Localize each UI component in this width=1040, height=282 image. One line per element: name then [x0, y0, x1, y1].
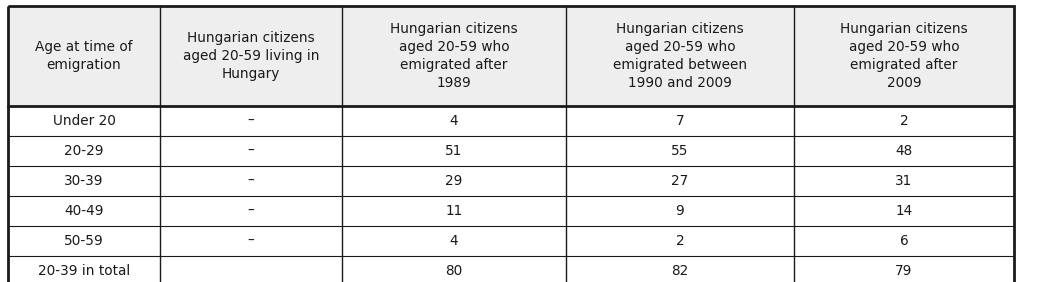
Text: Age at time of
emigration: Age at time of emigration — [35, 40, 133, 72]
Text: 14: 14 — [895, 204, 913, 218]
Text: 48: 48 — [895, 144, 913, 158]
Text: –: – — [248, 114, 255, 128]
Text: 20-29: 20-29 — [64, 144, 104, 158]
Text: 20-39 in total: 20-39 in total — [37, 264, 130, 278]
Text: Under 20: Under 20 — [53, 114, 115, 128]
Text: 80: 80 — [445, 264, 463, 278]
Text: Hungarian citizens
aged 20-59 who
emigrated after
1989: Hungarian citizens aged 20-59 who emigra… — [390, 22, 518, 90]
Text: Hungarian citizens
aged 20-59 living in
Hungary: Hungarian citizens aged 20-59 living in … — [183, 31, 319, 81]
Text: 2: 2 — [676, 234, 684, 248]
Text: –: – — [248, 204, 255, 218]
Text: –: – — [248, 234, 255, 248]
Text: –: – — [248, 144, 255, 158]
Text: 40-49: 40-49 — [64, 204, 104, 218]
Text: 4: 4 — [449, 234, 459, 248]
Text: 31: 31 — [895, 174, 913, 188]
Text: 4: 4 — [449, 114, 459, 128]
Text: 50-59: 50-59 — [64, 234, 104, 248]
Text: 55: 55 — [671, 144, 688, 158]
Text: 7: 7 — [676, 114, 684, 128]
Text: Hungarian citizens
aged 20-59 who
emigrated between
1990 and 2009: Hungarian citizens aged 20-59 who emigra… — [613, 22, 747, 90]
Text: 30-39: 30-39 — [64, 174, 104, 188]
Text: 51: 51 — [445, 144, 463, 158]
Text: 11: 11 — [445, 204, 463, 218]
Bar — [8, 6, 1014, 106]
Text: –: – — [248, 174, 255, 188]
Text: 82: 82 — [672, 264, 688, 278]
Text: 2: 2 — [900, 114, 908, 128]
Text: 6: 6 — [900, 234, 908, 248]
Text: Hungarian citizens
aged 20-59 who
emigrated after
2009: Hungarian citizens aged 20-59 who emigra… — [840, 22, 968, 90]
Text: 9: 9 — [676, 204, 684, 218]
Text: 79: 79 — [895, 264, 913, 278]
Text: 29: 29 — [445, 174, 463, 188]
Bar — [8, 106, 1014, 282]
Text: 27: 27 — [672, 174, 688, 188]
